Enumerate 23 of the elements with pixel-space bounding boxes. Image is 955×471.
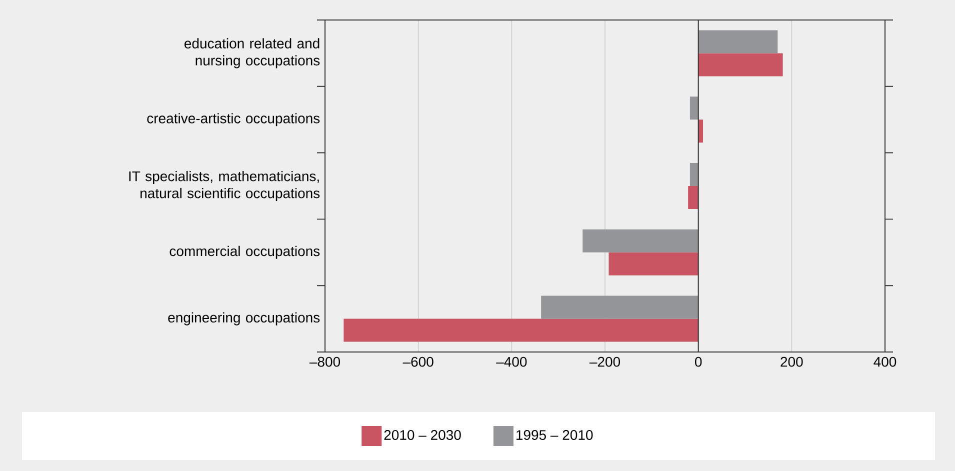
y-tick-label: engineering occupations [168,312,320,326]
y-tick-label: commercial occupations [170,246,320,259]
legend-label: 1995 – 2010 [516,430,593,440]
bar [582,229,698,252]
x-tick-label: 0 [694,356,702,367]
bar [690,96,698,120]
bar [698,53,783,76]
x-tick-label: 400 [874,356,896,367]
y-tick-label: IT specialists, mathematicians, natural scientific occupations [129,170,320,202]
y-tick-label: education related and nursing occupations [184,38,320,68]
legend-label: 2010 – 2030 [384,430,461,440]
x-tick-label: 200 [780,356,803,367]
x-tick-label: –200 [589,356,620,367]
x-tick-label: –600 [402,356,434,367]
bar [690,162,698,186]
bar [698,30,778,54]
x-tick-label: –800 [309,356,340,367]
bar [541,296,698,319]
bar [344,318,698,342]
x-tick-label: –400 [496,356,527,367]
bar [688,186,698,209]
bar [608,252,698,276]
y-tick-label: creative-artistic occupations [147,113,320,126]
